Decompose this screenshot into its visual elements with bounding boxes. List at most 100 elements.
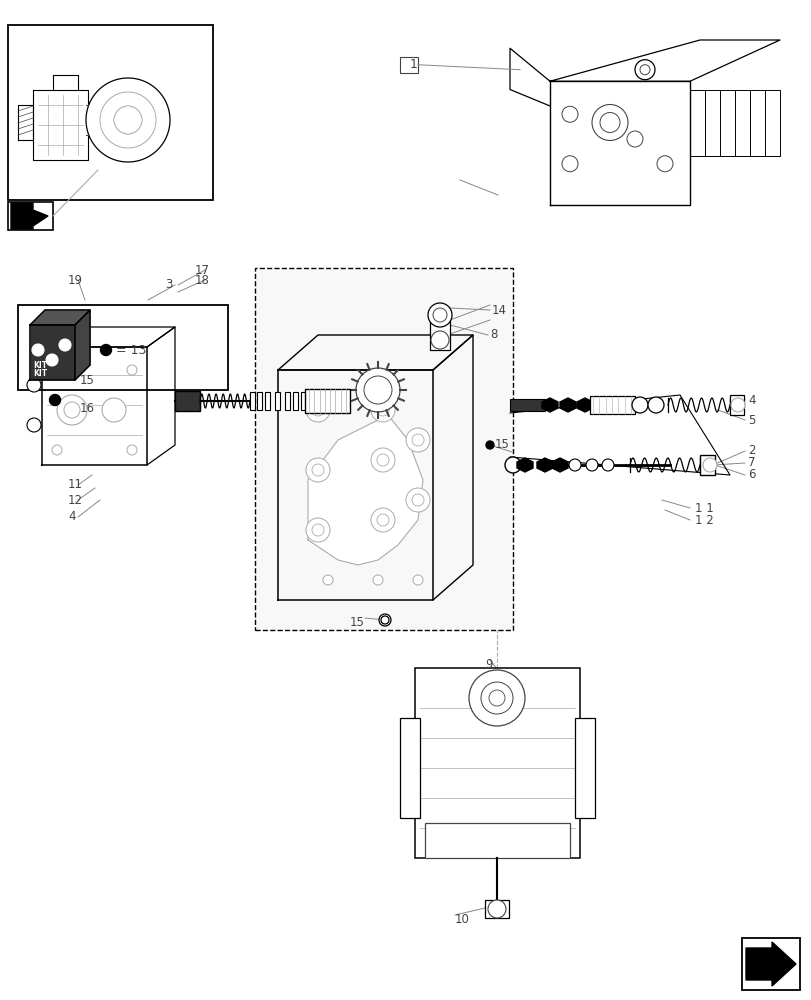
- Bar: [255, 268, 513, 630]
- Bar: [250, 392, 255, 410]
- Circle shape: [52, 365, 62, 375]
- Bar: [8, 202, 53, 230]
- Text: 16: 16: [80, 401, 95, 414]
- Text: 14: 14: [491, 304, 506, 316]
- Circle shape: [311, 404, 324, 416]
- Bar: [741, 938, 799, 990]
- Circle shape: [432, 308, 446, 322]
- Circle shape: [480, 682, 513, 714]
- Circle shape: [376, 454, 388, 466]
- Bar: [574, 718, 594, 818]
- Text: 19: 19: [68, 273, 83, 286]
- Circle shape: [371, 508, 394, 532]
- Circle shape: [626, 131, 642, 147]
- Bar: [699, 455, 714, 475]
- Text: 4: 4: [68, 510, 75, 524]
- Circle shape: [488, 690, 504, 706]
- Bar: [293, 392, 298, 410]
- Circle shape: [411, 434, 423, 446]
- Text: 5: 5: [747, 414, 754, 426]
- Circle shape: [427, 303, 452, 327]
- Circle shape: [306, 398, 329, 422]
- Circle shape: [32, 344, 44, 356]
- Bar: [729, 395, 743, 415]
- Circle shape: [561, 156, 577, 172]
- Circle shape: [59, 339, 71, 351]
- Polygon shape: [577, 398, 592, 412]
- Circle shape: [413, 575, 423, 585]
- Bar: [430, 320, 449, 350]
- Bar: [301, 392, 306, 410]
- Polygon shape: [75, 310, 90, 380]
- Bar: [424, 823, 569, 858]
- Circle shape: [376, 404, 388, 416]
- Circle shape: [306, 518, 329, 542]
- Circle shape: [27, 378, 41, 392]
- Circle shape: [49, 364, 61, 375]
- Circle shape: [64, 402, 80, 418]
- Polygon shape: [745, 942, 795, 986]
- Polygon shape: [31, 326, 74, 379]
- Polygon shape: [30, 310, 90, 325]
- Bar: [305, 389, 350, 413]
- Bar: [484, 900, 508, 918]
- Circle shape: [504, 457, 521, 473]
- Circle shape: [311, 464, 324, 476]
- Bar: [509, 399, 544, 411]
- Circle shape: [411, 494, 423, 506]
- Text: 15: 15: [80, 373, 95, 386]
- Circle shape: [57, 395, 87, 425]
- Text: KIT: KIT: [33, 361, 47, 370]
- Circle shape: [647, 397, 663, 413]
- Bar: [400, 57, 418, 73]
- Text: 2: 2: [747, 444, 754, 458]
- Text: 12: 12: [68, 493, 83, 506]
- Polygon shape: [517, 458, 532, 472]
- Text: 3: 3: [165, 278, 172, 292]
- Circle shape: [379, 614, 391, 626]
- Text: 1 1: 1 1: [694, 502, 713, 514]
- Circle shape: [102, 398, 126, 422]
- Circle shape: [591, 105, 627, 141]
- Text: 11: 11: [68, 479, 83, 491]
- Circle shape: [372, 575, 383, 585]
- Polygon shape: [551, 458, 568, 472]
- Circle shape: [101, 344, 111, 356]
- Circle shape: [380, 616, 388, 624]
- Circle shape: [730, 398, 744, 412]
- Bar: [8, 25, 212, 200]
- Bar: [175, 391, 200, 411]
- Circle shape: [601, 459, 613, 471]
- Text: 15: 15: [350, 616, 364, 630]
- Text: 8: 8: [489, 328, 497, 342]
- Circle shape: [355, 368, 400, 412]
- Circle shape: [127, 445, 137, 455]
- Circle shape: [631, 397, 647, 413]
- Text: 6: 6: [747, 468, 754, 482]
- Circle shape: [569, 459, 581, 471]
- Circle shape: [127, 365, 137, 375]
- Text: 9: 9: [484, 658, 492, 672]
- Text: 1 2: 1 2: [694, 514, 713, 526]
- Circle shape: [363, 376, 392, 404]
- Text: 7: 7: [747, 456, 754, 470]
- Circle shape: [406, 428, 430, 452]
- Bar: [285, 392, 290, 410]
- Circle shape: [599, 113, 620, 133]
- Text: 17: 17: [195, 263, 210, 276]
- Circle shape: [486, 441, 493, 449]
- Polygon shape: [307, 415, 423, 565]
- Text: 1: 1: [410, 58, 418, 71]
- Text: 10: 10: [454, 913, 470, 926]
- Circle shape: [431, 331, 448, 349]
- Circle shape: [114, 106, 142, 134]
- Bar: [18, 305, 228, 390]
- Circle shape: [306, 458, 329, 482]
- Circle shape: [634, 60, 654, 80]
- Circle shape: [406, 488, 430, 512]
- Circle shape: [639, 65, 649, 75]
- Circle shape: [323, 575, 333, 585]
- Circle shape: [702, 458, 716, 472]
- Circle shape: [46, 354, 58, 366]
- Circle shape: [487, 900, 505, 918]
